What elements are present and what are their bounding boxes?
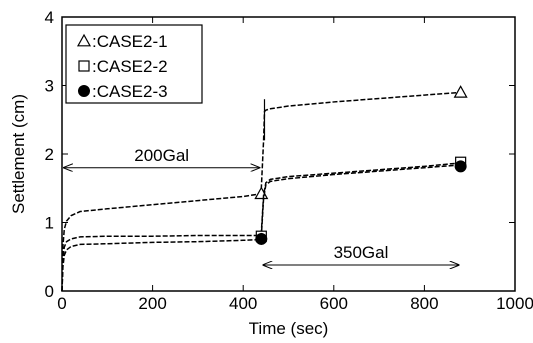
legend-marker [78, 60, 90, 72]
annotation-label: 200Gal [134, 146, 189, 165]
y-tick-label: 1 [45, 214, 54, 233]
y-axis-label: Settlement (cm) [9, 94, 28, 214]
legend-label: :CASE2-3 [92, 82, 168, 101]
series-marker [254, 186, 269, 200]
plot-frame [61, 16, 516, 292]
legend-label: :CASE2-1 [92, 32, 168, 51]
x-tick-label: 800 [410, 294, 438, 313]
x-tick-label: 0 [57, 294, 66, 313]
y-tick-label: 3 [45, 77, 54, 96]
series-marker [454, 160, 467, 173]
series-marker [453, 85, 468, 98]
series-marker [255, 232, 268, 245]
x-axis-label: Time (sec) [249, 319, 329, 338]
y-tick-label: 0 [45, 282, 54, 301]
legend-marker [78, 85, 90, 97]
series-3 [61, 160, 467, 292]
y-tick-label: 4 [45, 8, 54, 27]
legend: :CASE2-1 :CASE2-2 :CASE2-3 [65, 24, 203, 104]
annotation: 350Gal [263, 243, 458, 265]
annotation-label: 350Gal [334, 243, 389, 262]
legend-marker [76, 33, 92, 47]
annotation: 200Gal [64, 146, 259, 168]
x-tick-label: 200 [138, 294, 166, 313]
x-tick-label: 400 [229, 294, 257, 313]
series-2 [61, 156, 467, 292]
x-tick-label: 1000 [496, 294, 533, 313]
y-tick-label: 2 [45, 145, 54, 164]
legend-label: :CASE2-2 [92, 57, 168, 76]
x-tick-label: 600 [320, 294, 348, 313]
series-line [61, 162, 461, 292]
series-line [61, 164, 461, 292]
